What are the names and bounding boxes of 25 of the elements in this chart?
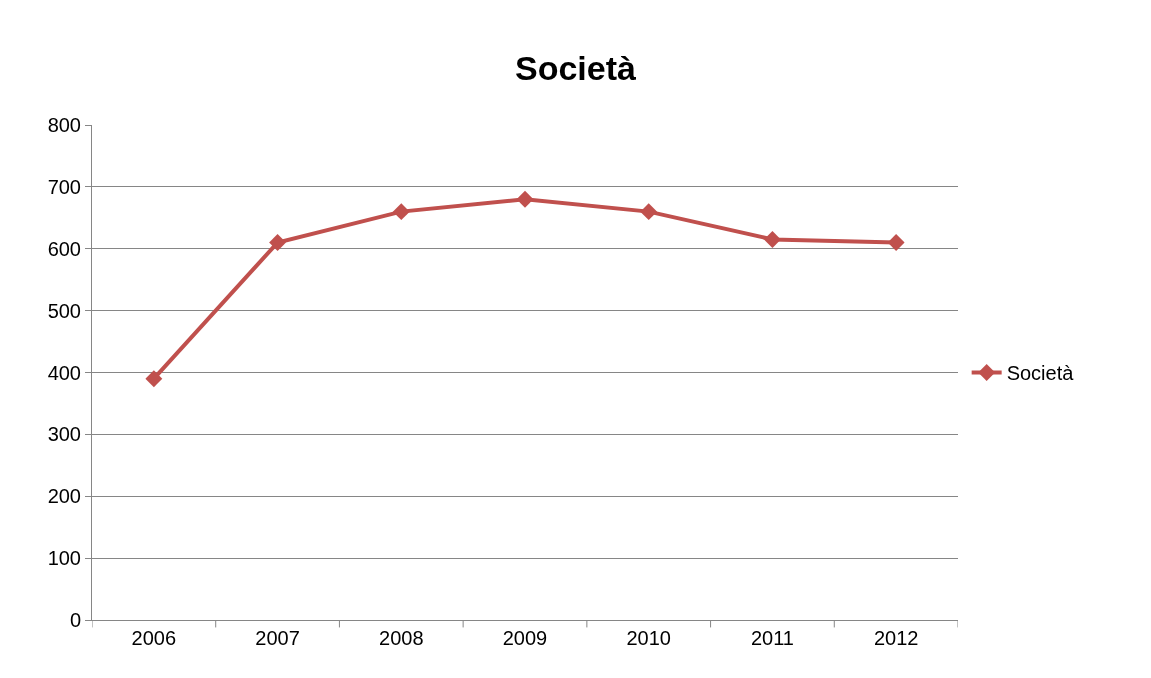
- chart-title: Società: [515, 48, 637, 87]
- x-tick-label: 2012: [873, 627, 919, 649]
- point: [516, 190, 534, 208]
- point: [269, 234, 287, 252]
- y-tick-label: 100: [47, 547, 81, 570]
- x-tick-label: 2010: [626, 627, 671, 649]
- legend-label: Società: [1006, 362, 1075, 385]
- x-tick-label: 2008: [379, 627, 424, 649]
- x-tick-label: 2011: [750, 627, 794, 649]
- x-tick-label: 2007: [255, 627, 300, 649]
- y-tick-label: 600: [47, 237, 81, 260]
- x-tick-label: 2006: [131, 627, 177, 649]
- point: [640, 203, 658, 221]
- point: [392, 203, 410, 221]
- y-tick-label: 400: [47, 361, 81, 384]
- y-tick-label: 700: [47, 175, 81, 198]
- y-tick-label: 500: [47, 299, 81, 322]
- point: [887, 234, 905, 252]
- y-tick-label: 200: [47, 485, 81, 508]
- point: [763, 231, 781, 248]
- y-tick-label: 800: [47, 114, 81, 136]
- point: [145, 370, 163, 388]
- y-tick-label: 0: [69, 609, 81, 631]
- y-tick-label: 300: [47, 423, 81, 446]
- x-tick-label: 2009: [502, 627, 548, 649]
